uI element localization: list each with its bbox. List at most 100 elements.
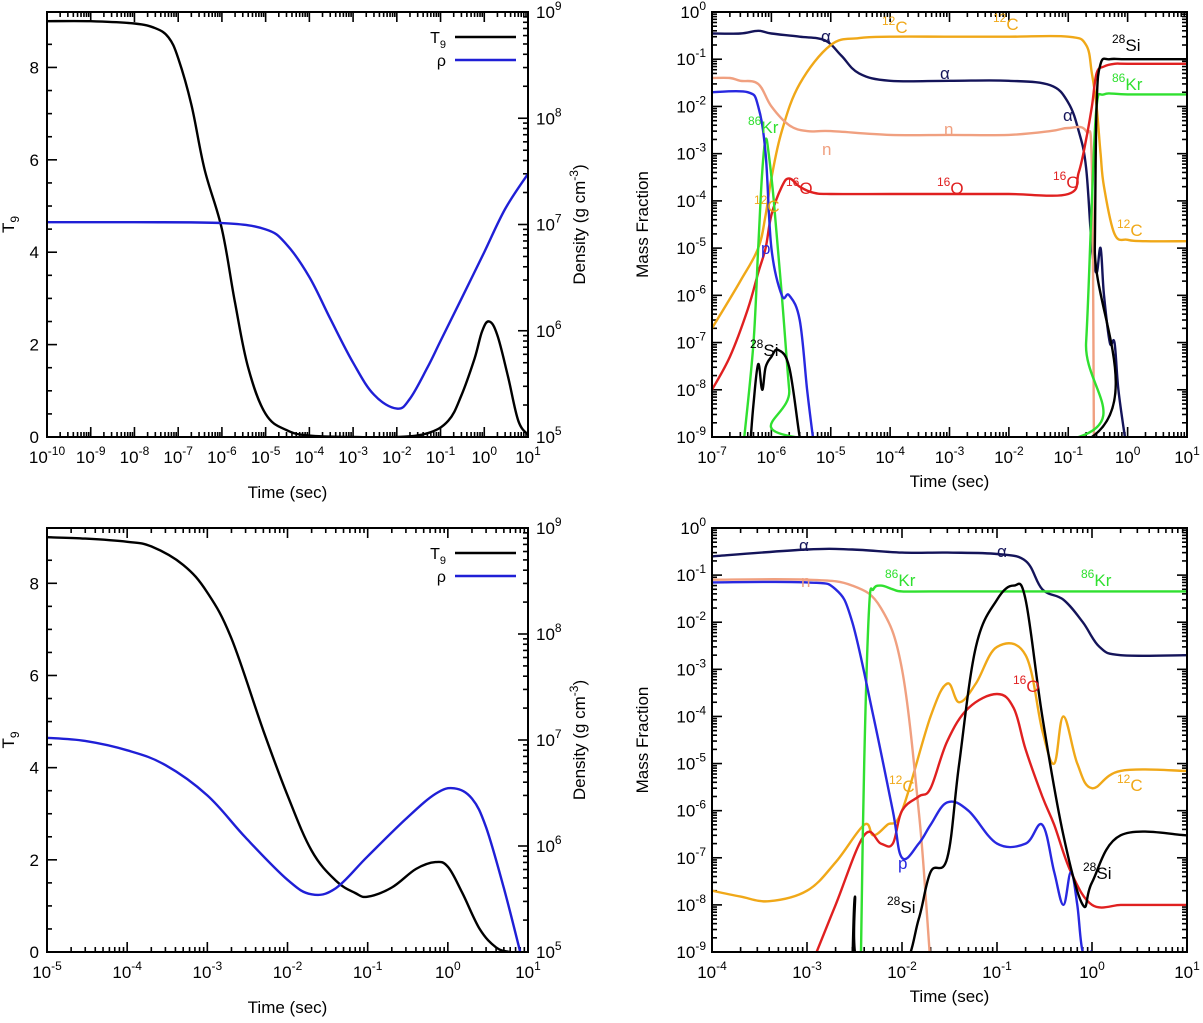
tick-exponent: 6 <box>555 318 562 332</box>
isotope-label: α <box>940 64 950 83</box>
series-line-28Si <box>851 582 1187 952</box>
tick-base: 10 <box>676 802 695 821</box>
series-group <box>47 536 522 952</box>
tick-base: 10 <box>193 963 212 982</box>
tick-base: 10 <box>536 428 555 447</box>
tick-base: 10 <box>757 448 776 467</box>
x-tick-label: 10-5 <box>816 444 846 467</box>
isotope-symbol: C <box>1130 221 1142 240</box>
tick-base: 10 <box>816 448 835 467</box>
y-tick-label: 10-1 <box>676 46 706 69</box>
series-line-16O <box>815 692 1187 952</box>
isotope-mass-number: 12 <box>889 773 903 787</box>
tick-exponent: -5 <box>695 751 706 765</box>
y-tick-label: 10-3 <box>676 656 706 679</box>
panel-bl: 10-5 10-4 10-3 10-2 10-1 100 10102468105106107… <box>0 515 589 1017</box>
isotope-label: 86Kr <box>1112 71 1143 94</box>
tick-exponent: -3 <box>811 959 822 973</box>
x-tick-label: 10-1 <box>426 444 456 467</box>
tick-base: 10 <box>887 963 906 982</box>
tick-base: 10 <box>338 448 357 467</box>
tick-exponent: -9 <box>695 939 706 953</box>
tick-base: 10 <box>536 943 555 962</box>
tick-base: 10 <box>536 837 555 856</box>
tick-exponent: -3 <box>695 656 706 670</box>
isotope-label: n <box>944 120 953 139</box>
tick-exponent: -3 <box>695 141 706 155</box>
tick-base: 10 <box>676 145 695 164</box>
isotope-symbol: p <box>898 854 907 873</box>
y2-tick-label: 108 <box>536 621 562 644</box>
y-tick-label: 10-7 <box>676 845 706 868</box>
tick-exponent: -8 <box>139 444 150 458</box>
tick-base: 10 <box>680 3 699 22</box>
y-tick-label: 10-2 <box>676 609 706 632</box>
isotope-label: 16O <box>937 175 964 198</box>
tick-exponent: -5 <box>835 444 846 458</box>
x-tick-label: 10-10 <box>29 444 66 467</box>
series-line-28Si <box>749 57 1187 437</box>
legend-label-sub: 9 <box>440 39 446 51</box>
y2-axis-label-main: Density (g cm <box>570 181 589 285</box>
isotope-label: 12C <box>754 193 780 216</box>
y2-tick-label: 109 <box>536 0 562 22</box>
x-tick-label: 10-1 <box>1053 444 1083 467</box>
isotope-symbol: C <box>902 777 914 796</box>
isotope-mass-number: 16 <box>937 175 951 189</box>
tick-exponent: -7 <box>182 444 193 458</box>
y-tick-label: 10-5 <box>676 751 706 774</box>
tick-exponent: -1 <box>1001 959 1012 973</box>
isotope-symbol: α <box>799 536 809 555</box>
plot-frame <box>46 527 529 953</box>
x-tick-label: 100 <box>435 959 461 982</box>
y2-tick-label: 106 <box>536 833 562 856</box>
y-axis-label: Mass Fraction <box>633 687 652 794</box>
legend-label: ρ <box>437 53 446 70</box>
tick-exponent: -6 <box>226 444 237 458</box>
tick-base: 10 <box>676 755 695 774</box>
tick-base: 10 <box>536 322 555 341</box>
tick-exponent: -1 <box>372 959 383 973</box>
tick-exponent: -2 <box>401 444 412 458</box>
isotope-label: 86Kr <box>1081 567 1112 590</box>
series-line-rho <box>47 736 522 952</box>
tick-exponent: -5 <box>51 959 62 973</box>
tick-exponent: -6 <box>695 798 706 812</box>
x-tick-label: 10-6 <box>757 444 787 467</box>
tick-exponent: -2 <box>292 959 303 973</box>
tick-base: 10 <box>1053 448 1072 467</box>
tick-exponent: -7 <box>695 845 706 859</box>
x-tick-label: 101 <box>515 444 541 467</box>
isotope-label: 12C <box>889 773 915 796</box>
tick-base: 10 <box>207 448 226 467</box>
x-tick-label: 10-3 <box>193 959 223 982</box>
y-tick-label: 100 <box>680 0 706 22</box>
tick-exponent: 1 <box>1193 959 1200 973</box>
isotope-symbol: Si <box>900 898 915 917</box>
tick-exponent: -8 <box>695 377 706 391</box>
isotope-label: p <box>761 239 770 258</box>
y-tick-label: 10-7 <box>676 330 706 353</box>
tick-exponent: -3 <box>954 444 965 458</box>
isotope-symbol: n <box>944 120 953 139</box>
y-tick-label: 10-5 <box>676 235 706 258</box>
tick-base: 10 <box>676 192 695 211</box>
tick-exponent: 9 <box>555 515 562 529</box>
x-tick-label: 101 <box>1174 959 1200 982</box>
isotope-mass-number: 16 <box>1013 673 1027 687</box>
tick-exponent: -4 <box>716 959 727 973</box>
y2-axis-label: Density (g cm-3) <box>567 164 589 284</box>
y-tick-label: 10-9 <box>676 424 706 447</box>
tick-exponent: -1 <box>695 46 706 60</box>
tick-base: 10 <box>676 239 695 258</box>
isotope-mass-number: 12 <box>1117 217 1131 231</box>
tick-base: 10 <box>1115 448 1134 467</box>
isotope-label: 28Si <box>887 894 915 917</box>
y2-tick-label: 109 <box>536 515 562 538</box>
tick-base: 10 <box>676 50 695 69</box>
isotope-mass-number: 12 <box>754 193 768 207</box>
tick-exponent: -3 <box>357 444 368 458</box>
isotope-label: 12C <box>993 11 1019 34</box>
panel-tr: 10-7 10-6 10-5 10-4 10-3 10-2 10-1 100 10110-910… <box>633 0 1200 491</box>
legend-label-main: ρ <box>437 569 446 586</box>
